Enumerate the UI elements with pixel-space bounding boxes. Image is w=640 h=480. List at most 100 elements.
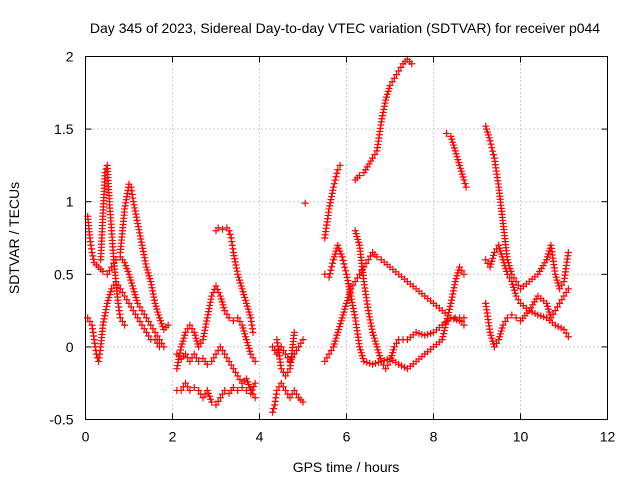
data-point: [223, 310, 231, 318]
data-point: [377, 118, 385, 126]
data-point: [214, 224, 222, 232]
data-point: [86, 317, 94, 325]
data-point: [138, 307, 146, 315]
data-point: [290, 386, 298, 394]
data-point: [197, 339, 205, 347]
data-point: [445, 305, 453, 313]
data-point: [440, 330, 448, 338]
data-point: [327, 347, 335, 355]
data-point: [232, 261, 240, 269]
data-point: [329, 259, 337, 267]
data-point: [145, 317, 153, 325]
data-point: [564, 249, 572, 257]
data-point: [251, 357, 259, 365]
data-point: [182, 379, 190, 387]
series-track-10: [301, 199, 309, 207]
data-point: [225, 227, 233, 235]
data-point: [140, 310, 148, 318]
data-point: [176, 349, 184, 357]
data-point: [381, 99, 389, 107]
y-tick-label: 0: [66, 339, 74, 355]
data-point: [138, 241, 146, 249]
data-point: [150, 296, 158, 304]
data-point: [456, 263, 464, 271]
data-point: [251, 394, 259, 402]
data-point: [229, 249, 237, 257]
data-point: [330, 180, 338, 188]
data-point: [327, 266, 335, 274]
data-point: [345, 283, 353, 291]
data-point: [365, 310, 373, 318]
data-point: [508, 311, 516, 319]
data-point: [349, 301, 357, 309]
data-point: [231, 255, 239, 263]
data-point: [386, 82, 394, 90]
data-point: [208, 398, 216, 406]
x-axis-label: GPS time / hours: [293, 459, 400, 475]
data-point: [353, 274, 361, 282]
data-point: [174, 358, 182, 366]
series-track-8: [212, 224, 257, 336]
axis-ticks: [85, 56, 608, 420]
series-track-5: [173, 282, 259, 373]
data-point: [151, 328, 159, 336]
data-point: [234, 314, 242, 322]
data-point: [205, 305, 213, 313]
data-point: [395, 67, 403, 75]
data-point: [348, 298, 356, 306]
x-tick-label: 2: [169, 429, 177, 445]
data-point: [487, 140, 495, 148]
data-point: [458, 317, 466, 325]
data-point: [326, 270, 334, 278]
data-point: [451, 281, 459, 289]
data-point: [344, 277, 352, 285]
data-point: [397, 63, 405, 71]
data-point: [556, 285, 564, 293]
data-point: [251, 379, 259, 387]
data-point: [493, 339, 501, 347]
data-point: [382, 365, 390, 373]
series-track-9: [269, 328, 307, 416]
data-point: [501, 317, 509, 325]
data-point: [227, 361, 235, 369]
data-point: [247, 386, 255, 394]
data-point: [336, 161, 344, 169]
data-point: [135, 226, 143, 234]
data-point: [182, 328, 190, 336]
grid-lines: [85, 56, 608, 420]
data-point: [365, 313, 373, 321]
data-point: [216, 343, 224, 351]
series-track-1: [84, 212, 168, 351]
data-point: [186, 386, 194, 394]
data-point: [173, 362, 181, 370]
data-point: [155, 343, 163, 351]
data-point: [349, 281, 357, 289]
y-axis-label: SDTVAR / TECUs: [6, 182, 22, 294]
data-point: [164, 321, 172, 329]
data-point: [212, 350, 220, 358]
data-point: [327, 196, 335, 204]
data-point: [186, 321, 194, 329]
data-point: [249, 328, 257, 336]
data-point: [141, 257, 149, 265]
data-point: [371, 151, 379, 159]
data-point: [439, 333, 447, 341]
data-point: [329, 183, 337, 191]
data-point: [199, 394, 207, 402]
x-tick-label: 8: [430, 429, 438, 445]
data-point: [458, 267, 466, 275]
data-point: [200, 329, 208, 337]
data-point: [512, 292, 520, 300]
data-point: [233, 264, 241, 272]
data-point: [134, 299, 142, 307]
data-point: [182, 350, 190, 358]
data-point: [340, 260, 348, 268]
data-point: [148, 284, 156, 292]
data-point: [121, 321, 129, 329]
data-point: [295, 343, 303, 351]
data-point: [204, 311, 212, 319]
data-point: [351, 278, 359, 286]
data-point: [116, 314, 124, 322]
data-point: [249, 354, 257, 362]
